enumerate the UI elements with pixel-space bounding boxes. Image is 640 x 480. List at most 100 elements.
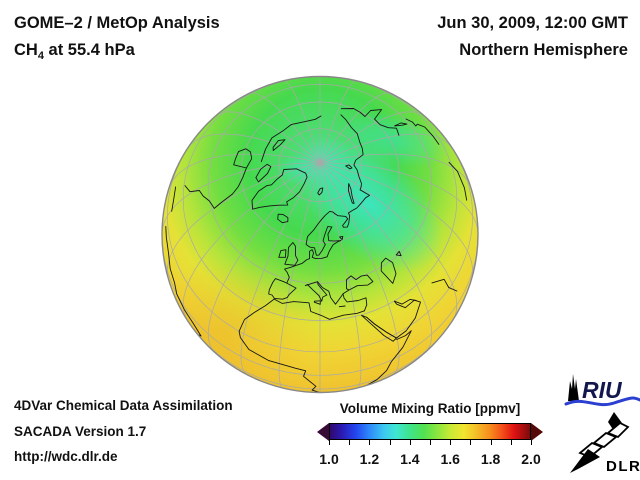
colorbar-minor-tick xyxy=(409,440,411,445)
plot-datetime: Jun 30, 2009, 12:00 GMT xyxy=(437,14,628,32)
colorbar-left-arrow xyxy=(317,423,329,441)
coastline-baffin-island xyxy=(255,163,272,183)
meridian-line xyxy=(319,111,425,164)
meridian-line xyxy=(319,133,453,164)
colorbar-minor-tick xyxy=(430,440,431,445)
riu-logo-text: RIU xyxy=(582,377,623,403)
meridian-line xyxy=(247,92,321,163)
coastline-sicily xyxy=(313,300,321,305)
meridian-line xyxy=(319,162,400,376)
coastline-iceland xyxy=(277,213,289,224)
meridian-line xyxy=(319,80,357,163)
coastline-scandinavia xyxy=(305,210,342,256)
meridian-line xyxy=(319,162,473,279)
colorbar-labels: 1.0 1.2 1.4 1.6 1.8 2.0 xyxy=(319,451,540,467)
footer-assimilation: 4DVar Chemical Data Assimilation xyxy=(14,398,233,413)
colorbar-minor-tick xyxy=(389,440,391,445)
footer-url: http://wdc.dlr.de xyxy=(14,449,118,464)
species-subscript: 4 xyxy=(37,50,44,62)
coastline-mediterranean-south xyxy=(273,298,365,320)
colorbar-minor-tick xyxy=(531,440,532,445)
plot-title: GOME–2 / MetOp Analysis xyxy=(14,14,220,32)
meridian-line xyxy=(278,162,321,389)
header-left: GOME–2 / MetOp Analysis CH4 at 55.4 hPa xyxy=(14,10,220,70)
coastline-okhotsk-kamchatka xyxy=(340,108,400,136)
colorbar-tick-label: 1.2 xyxy=(359,451,380,467)
parallel-line xyxy=(162,234,478,376)
footer-version: SACADA Version 1.7 xyxy=(14,424,147,439)
colorbar-minor-tick xyxy=(349,440,351,445)
coastline-balkans-greece xyxy=(317,281,344,305)
coastline-severnaya-zemlya xyxy=(345,164,353,170)
meridian-line xyxy=(168,153,321,188)
ch4-minimum-patch xyxy=(297,138,443,272)
riu-wave-icon xyxy=(564,396,640,407)
coastline-iberia xyxy=(268,278,297,300)
coastline-caspian-sea xyxy=(380,257,397,284)
coastline-arabia xyxy=(366,299,421,339)
colorbar-title: Volume Mixing Ratio [ppmv] xyxy=(339,401,521,416)
coastline-cuba xyxy=(171,186,177,212)
coastline-africa-west xyxy=(238,298,321,393)
coastline-france-denmark-baltic xyxy=(284,240,342,284)
meridian-line xyxy=(283,80,321,163)
colorbar-tick-label: 1.4 xyxy=(400,451,420,467)
colorbar-minor-tick xyxy=(450,440,452,445)
coastline-japan xyxy=(405,118,440,145)
colorbar-tick-label: 1.8 xyxy=(480,451,501,467)
colorbar-gradient xyxy=(329,423,531,440)
meridian-line xyxy=(187,133,321,164)
colorbar-tick-label: 1.6 xyxy=(440,451,460,467)
coastline-south-america-north xyxy=(165,225,202,337)
coastline-svalbard xyxy=(317,187,324,196)
coastline-crete xyxy=(338,305,346,308)
meridian-line xyxy=(319,92,393,163)
parallel-line xyxy=(167,141,473,353)
coastline-black-sea xyxy=(346,274,374,291)
globe-limb xyxy=(161,75,479,394)
coastline-china-coast xyxy=(448,161,468,201)
coastline-india-west xyxy=(431,278,458,292)
coastline-victoria-island xyxy=(272,139,286,151)
plot-species-level: CH4 at 55.4 hPa xyxy=(14,37,220,70)
dlr-dart-icon xyxy=(570,449,600,473)
cathedral-icon xyxy=(568,374,579,401)
dlr-rhombus-icon xyxy=(606,421,630,439)
coastline-arctic-canada-alaska xyxy=(260,115,322,163)
riu-logo: RIU xyxy=(564,374,640,407)
coastlines xyxy=(165,108,468,393)
parallel-line xyxy=(207,83,433,284)
meridian-line xyxy=(240,162,321,376)
colorbar xyxy=(317,423,543,441)
coastline-arctic-russia xyxy=(334,114,371,228)
coastline-novaya-zemlya xyxy=(347,183,355,204)
colorbar-ticks xyxy=(329,440,532,445)
meridian-line xyxy=(319,162,362,389)
colorbar-tick-label: 2.0 xyxy=(521,451,541,467)
meridian-line xyxy=(319,162,458,319)
pressure-level: at 55.4 hPa xyxy=(43,41,135,59)
colorbar-tick-label: 1.0 xyxy=(319,451,339,467)
coastline-north-america-east-hudson xyxy=(184,148,253,209)
coastline-persian-gulf-iran xyxy=(393,298,417,305)
coastline-great-britain xyxy=(284,242,299,266)
dlr-logo-text: DLR xyxy=(606,458,640,475)
species-symbol: CH xyxy=(14,41,38,59)
colorbar-minor-tick xyxy=(470,440,472,445)
colorbar-minor-tick xyxy=(510,440,512,445)
meridian-line xyxy=(167,162,321,279)
meridian-line xyxy=(215,111,321,164)
coastline-levant-turkey-aegean xyxy=(342,289,368,312)
meridian-line xyxy=(182,162,321,319)
colorbar-minor-tick xyxy=(329,440,330,445)
coastline-aral-sea xyxy=(395,250,402,257)
colorbar-minor-tick xyxy=(369,440,371,445)
colorbar-right-arrow xyxy=(531,423,543,441)
colorbar-minor-tick xyxy=(490,440,492,445)
coastline-lake-ladoga xyxy=(339,235,344,241)
meridian-line xyxy=(319,153,472,188)
parallel-line xyxy=(240,101,400,244)
coastline-horn-of-africa-east-coast xyxy=(365,330,412,387)
